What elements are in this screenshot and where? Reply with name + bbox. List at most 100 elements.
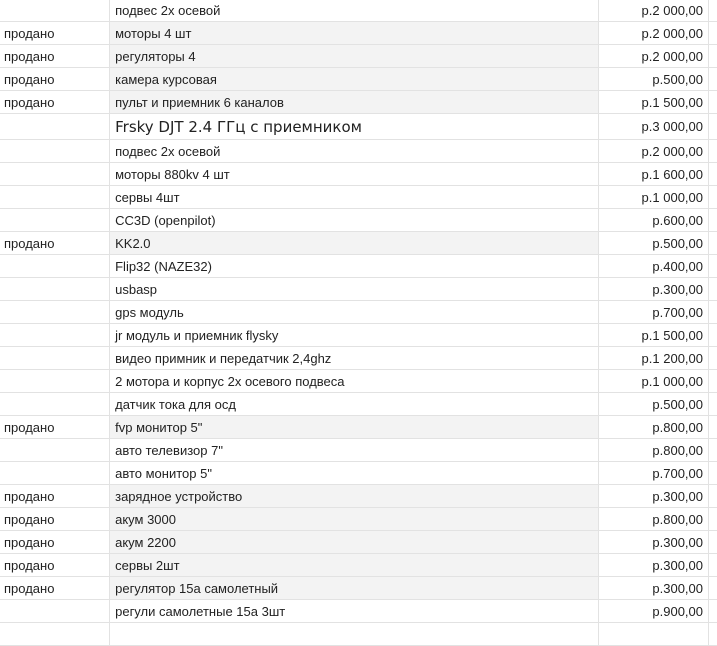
price-cell[interactable]: р.2 000,00 — [599, 140, 709, 162]
item-cell[interactable]: fvp монитор 5" — [110, 416, 599, 438]
item-cell[interactable]: Frsky DJT 2.4 ГГц с приемником — [110, 114, 599, 139]
price-cell[interactable]: р.800,00 — [599, 439, 709, 461]
status-cell[interactable] — [0, 439, 111, 461]
status-cell[interactable]: продано — [0, 91, 111, 113]
next-column-cell[interactable] — [709, 186, 717, 208]
next-column-cell[interactable] — [709, 140, 717, 162]
item-cell[interactable] — [110, 623, 599, 645]
status-cell[interactable] — [0, 186, 111, 208]
price-cell[interactable]: р.500,00 — [599, 393, 709, 415]
status-cell[interactable] — [0, 301, 111, 323]
status-cell[interactable]: продано — [0, 45, 111, 67]
status-cell[interactable] — [0, 278, 111, 300]
next-column-cell[interactable] — [709, 370, 717, 392]
item-cell[interactable]: регулятор 15а самолетный — [110, 577, 599, 599]
item-cell[interactable]: пульт и приемник 6 каналов — [110, 91, 599, 113]
next-column-cell[interactable] — [709, 0, 717, 21]
next-column-cell[interactable] — [709, 114, 717, 139]
status-cell[interactable]: продано — [0, 22, 111, 44]
price-cell[interactable]: р.700,00 — [599, 462, 709, 484]
price-cell[interactable]: р.1 500,00 — [599, 91, 709, 113]
item-cell[interactable]: сервы 2шт — [110, 554, 599, 576]
item-cell[interactable]: подвес 2х осевой — [110, 140, 599, 162]
next-column-cell[interactable] — [709, 324, 717, 346]
price-cell[interactable]: р.1 500,00 — [599, 324, 709, 346]
item-cell[interactable]: акум 2200 — [110, 531, 599, 553]
item-cell[interactable]: акум 3000 — [110, 508, 599, 530]
price-cell[interactable]: р.900,00 — [599, 600, 709, 622]
item-cell[interactable]: usbasp — [110, 278, 599, 300]
status-cell[interactable]: продано — [0, 531, 111, 553]
next-column-cell[interactable] — [709, 439, 717, 461]
price-cell[interactable]: р.2 000,00 — [599, 22, 709, 44]
item-cell[interactable]: регули самолетные 15а 3шт — [110, 600, 599, 622]
price-cell[interactable]: р.2 000,00 — [599, 0, 709, 21]
price-cell[interactable]: р.1 600,00 — [599, 163, 709, 185]
price-cell[interactable] — [599, 623, 709, 645]
price-cell[interactable]: р.600,00 — [599, 209, 709, 231]
status-cell[interactable] — [0, 347, 111, 369]
next-column-cell[interactable] — [709, 485, 717, 507]
status-cell[interactable]: продано — [0, 577, 111, 599]
next-column-cell[interactable] — [709, 623, 717, 645]
status-cell[interactable] — [0, 209, 111, 231]
next-column-cell[interactable] — [709, 393, 717, 415]
item-cell[interactable]: моторы 4 шт — [110, 22, 599, 44]
status-cell[interactable]: продано — [0, 485, 111, 507]
item-cell[interactable]: CC3D (openpilot) — [110, 209, 599, 231]
status-cell[interactable] — [0, 623, 111, 645]
status-cell[interactable] — [0, 0, 111, 21]
item-cell[interactable]: авто телевизор 7" — [110, 439, 599, 461]
item-cell[interactable]: 2 мотора и корпус 2х осевого подвеса — [110, 370, 599, 392]
status-cell[interactable]: продано — [0, 554, 111, 576]
price-cell[interactable]: р.1 000,00 — [599, 186, 709, 208]
status-cell[interactable] — [0, 393, 111, 415]
price-cell[interactable]: р.700,00 — [599, 301, 709, 323]
price-cell[interactable]: р.300,00 — [599, 278, 709, 300]
item-cell[interactable]: моторы 880kv 4 шт — [110, 163, 599, 185]
item-cell[interactable]: авто монитор 5" — [110, 462, 599, 484]
item-cell[interactable]: камера курсовая — [110, 68, 599, 90]
next-column-cell[interactable] — [709, 416, 717, 438]
status-cell[interactable]: продано — [0, 416, 111, 438]
next-column-cell[interactable] — [709, 232, 717, 254]
price-cell[interactable]: р.800,00 — [599, 416, 709, 438]
next-column-cell[interactable] — [709, 462, 717, 484]
item-cell[interactable]: подвес 2х осевой — [110, 0, 599, 21]
next-column-cell[interactable] — [709, 163, 717, 185]
price-cell[interactable]: р.300,00 — [599, 485, 709, 507]
item-cell[interactable]: регуляторы 4 — [110, 45, 599, 67]
item-cell[interactable]: KK2.0 — [110, 232, 599, 254]
status-cell[interactable] — [0, 462, 111, 484]
price-cell[interactable]: р.300,00 — [599, 577, 709, 599]
status-cell[interactable]: продано — [0, 68, 111, 90]
status-cell[interactable] — [0, 255, 111, 277]
price-cell[interactable]: р.3 000,00 — [599, 114, 709, 139]
price-cell[interactable]: р.1 200,00 — [599, 347, 709, 369]
next-column-cell[interactable] — [709, 347, 717, 369]
next-column-cell[interactable] — [709, 22, 717, 44]
next-column-cell[interactable] — [709, 554, 717, 576]
price-cell[interactable]: р.400,00 — [599, 255, 709, 277]
item-cell[interactable]: сервы 4шт — [110, 186, 599, 208]
price-cell[interactable]: р.300,00 — [599, 554, 709, 576]
next-column-cell[interactable] — [709, 91, 717, 113]
item-cell[interactable]: зарядное устройство — [110, 485, 599, 507]
status-cell[interactable] — [0, 370, 111, 392]
item-cell[interactable]: jr модуль и приемник flysky — [110, 324, 599, 346]
status-cell[interactable] — [0, 114, 111, 139]
next-column-cell[interactable] — [709, 301, 717, 323]
price-cell[interactable]: р.500,00 — [599, 232, 709, 254]
next-column-cell[interactable] — [709, 531, 717, 553]
item-cell[interactable]: gps модуль — [110, 301, 599, 323]
status-cell[interactable] — [0, 324, 111, 346]
price-cell[interactable]: р.1 000,00 — [599, 370, 709, 392]
status-cell[interactable] — [0, 140, 111, 162]
next-column-cell[interactable] — [709, 600, 717, 622]
price-cell[interactable]: р.300,00 — [599, 531, 709, 553]
price-cell[interactable]: р.2 000,00 — [599, 45, 709, 67]
next-column-cell[interactable] — [709, 255, 717, 277]
item-cell[interactable]: Flip32 (NAZE32) — [110, 255, 599, 277]
item-cell[interactable]: датчик тока для осд — [110, 393, 599, 415]
item-cell[interactable]: видео примник и передатчик 2,4ghz — [110, 347, 599, 369]
